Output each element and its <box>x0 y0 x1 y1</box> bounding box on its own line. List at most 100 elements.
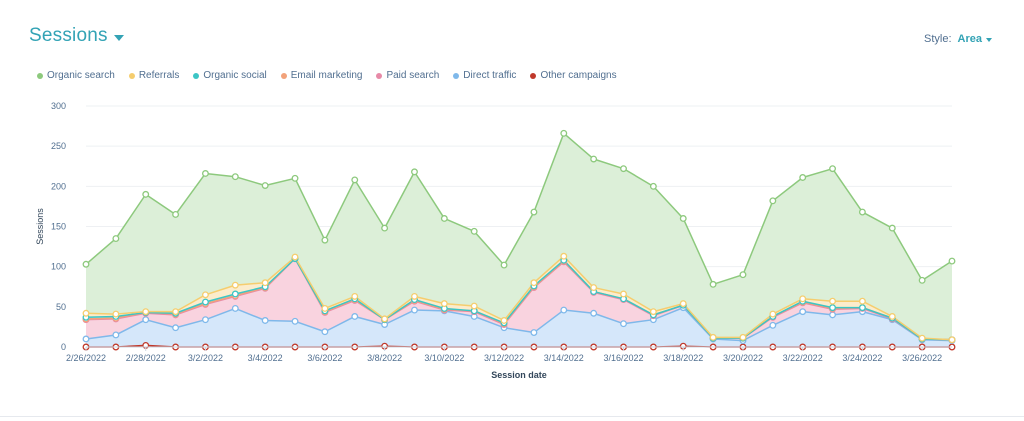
x-tick-label: 3/6/2022 <box>307 353 342 363</box>
chevron-down-icon <box>113 34 124 41</box>
data-point-referrals <box>679 300 687 308</box>
x-tick-label: 3/18/2022 <box>663 353 703 363</box>
y-tick-label: 50 <box>56 302 66 312</box>
legend-label: Other campaigns <box>540 70 617 81</box>
x-tick-label: 3/22/2022 <box>783 353 823 363</box>
data-point-organic-search <box>590 155 598 163</box>
data-point-organic-search <box>829 165 837 173</box>
x-tick-label: 2/26/2022 <box>66 353 106 363</box>
data-point-referrals <box>172 308 180 316</box>
data-point-organic-search <box>291 174 299 182</box>
y-tick-label: 0 <box>61 342 66 352</box>
page-title: Sessions <box>29 25 108 46</box>
data-point-referrals <box>948 336 956 344</box>
data-point-referrals <box>142 308 150 316</box>
data-point-referrals <box>649 308 657 316</box>
data-point-referrals <box>261 279 269 287</box>
data-point-direct-traffic <box>351 313 359 320</box>
x-tick-label: 3/2/2022 <box>188 353 223 363</box>
style-selector: Style: Area <box>924 33 992 45</box>
data-point-referrals <box>500 317 508 324</box>
legend-item-other-campaigns[interactable]: Other campaigns <box>530 70 617 81</box>
series-line-referrals <box>85 255 953 341</box>
data-point-direct-traffic <box>590 309 598 317</box>
data-point-organic-search <box>261 182 269 189</box>
data-point-organic-search <box>201 170 209 177</box>
legend-item-referrals[interactable]: Referrals <box>128 70 179 81</box>
legend-item-organic-social[interactable]: Organic social <box>193 70 267 81</box>
data-point-organic-search <box>321 236 329 244</box>
legend-label: Email marketing <box>290 70 363 81</box>
series-line-organic-social <box>85 257 953 341</box>
style-label: Style: <box>924 33 952 45</box>
data-point-referrals <box>470 302 478 310</box>
x-tick-label: 3/4/2022 <box>248 353 283 363</box>
data-point-organic-search <box>231 173 239 181</box>
data-point-referrals <box>411 292 418 300</box>
data-point-organic-search <box>142 190 150 198</box>
data-point-referrals <box>440 300 448 308</box>
legend-dot-icon <box>193 72 200 79</box>
data-point-referrals <box>620 290 627 298</box>
legend-dot-icon <box>128 72 135 79</box>
data-point-referrals <box>888 313 896 320</box>
x-tick-label: 3/14/2022 <box>544 353 584 363</box>
data-point-direct-traffic <box>291 317 299 325</box>
data-point-organic-search <box>172 210 180 218</box>
data-point-organic-search <box>560 129 568 137</box>
data-point-direct-traffic <box>142 316 150 324</box>
series-line-direct-traffic <box>85 306 953 342</box>
legend-label: Organic search <box>47 70 115 81</box>
data-point-organic-search <box>888 224 896 232</box>
legend-item-organic-search[interactable]: Organic search <box>37 70 115 81</box>
data-point-organic-search <box>679 215 687 222</box>
y-tick-label: 250 <box>51 141 66 151</box>
data-point-organic-search <box>530 208 538 216</box>
data-point-organic-social <box>201 298 209 306</box>
data-point-organic-search <box>918 276 926 284</box>
data-point-organic-search <box>649 182 657 190</box>
data-point-organic-search <box>739 271 747 279</box>
x-tick-label: 3/16/2022 <box>603 353 643 363</box>
legend-dot-icon <box>530 72 537 79</box>
data-point-referrals <box>799 295 807 303</box>
series-line-organic-search <box>85 132 953 286</box>
x-tick-label: 3/24/2022 <box>842 353 882 363</box>
data-point-organic-social <box>231 290 239 298</box>
legend-label: Direct traffic <box>463 70 517 81</box>
legend-item-email-marketing[interactable]: Email marketing <box>280 70 363 81</box>
legend-item-paid-search[interactable]: Paid search <box>376 70 439 81</box>
data-point-direct-traffic <box>530 329 538 336</box>
data-point-direct-traffic <box>172 324 180 332</box>
x-tick-label: 3/26/2022 <box>902 353 942 363</box>
area-layer <box>86 133 952 347</box>
y-tick-label: 200 <box>51 181 66 191</box>
data-point-referrals <box>82 309 90 317</box>
data-point-organic-search <box>440 215 448 222</box>
x-tick-label: 3/10/2022 <box>424 353 464 363</box>
data-point-referrals <box>858 297 866 305</box>
data-point-referrals <box>829 297 837 305</box>
x-tick-label: 3/8/2022 <box>367 353 402 363</box>
legend-item-direct-traffic[interactable]: Direct traffic <box>453 70 516 81</box>
data-point-direct-traffic <box>829 311 837 319</box>
y-tick-label: 100 <box>51 262 66 272</box>
data-point-organic-search <box>351 176 359 184</box>
data-point-direct-traffic <box>769 321 777 329</box>
data-point-organic-social <box>858 304 866 312</box>
data-point-direct-traffic <box>321 328 329 336</box>
data-point-referrals <box>709 333 717 341</box>
y-axis-title: Sessions <box>35 208 45 245</box>
style-dropdown[interactable]: Area <box>957 33 982 45</box>
x-tick-label: 3/12/2022 <box>484 353 524 363</box>
data-point-direct-traffic <box>620 320 627 328</box>
data-point-organic-search <box>82 260 90 268</box>
data-point-organic-social <box>829 304 837 312</box>
data-point-organic-search <box>858 208 866 216</box>
sessions-report-dropdown[interactable]: Sessions <box>29 25 124 47</box>
x-tick-label: 2/28/2022 <box>126 353 166 363</box>
y-tick-label: 150 <box>51 222 66 232</box>
data-point-organic-search <box>620 165 627 173</box>
data-point-referrals <box>201 291 209 299</box>
